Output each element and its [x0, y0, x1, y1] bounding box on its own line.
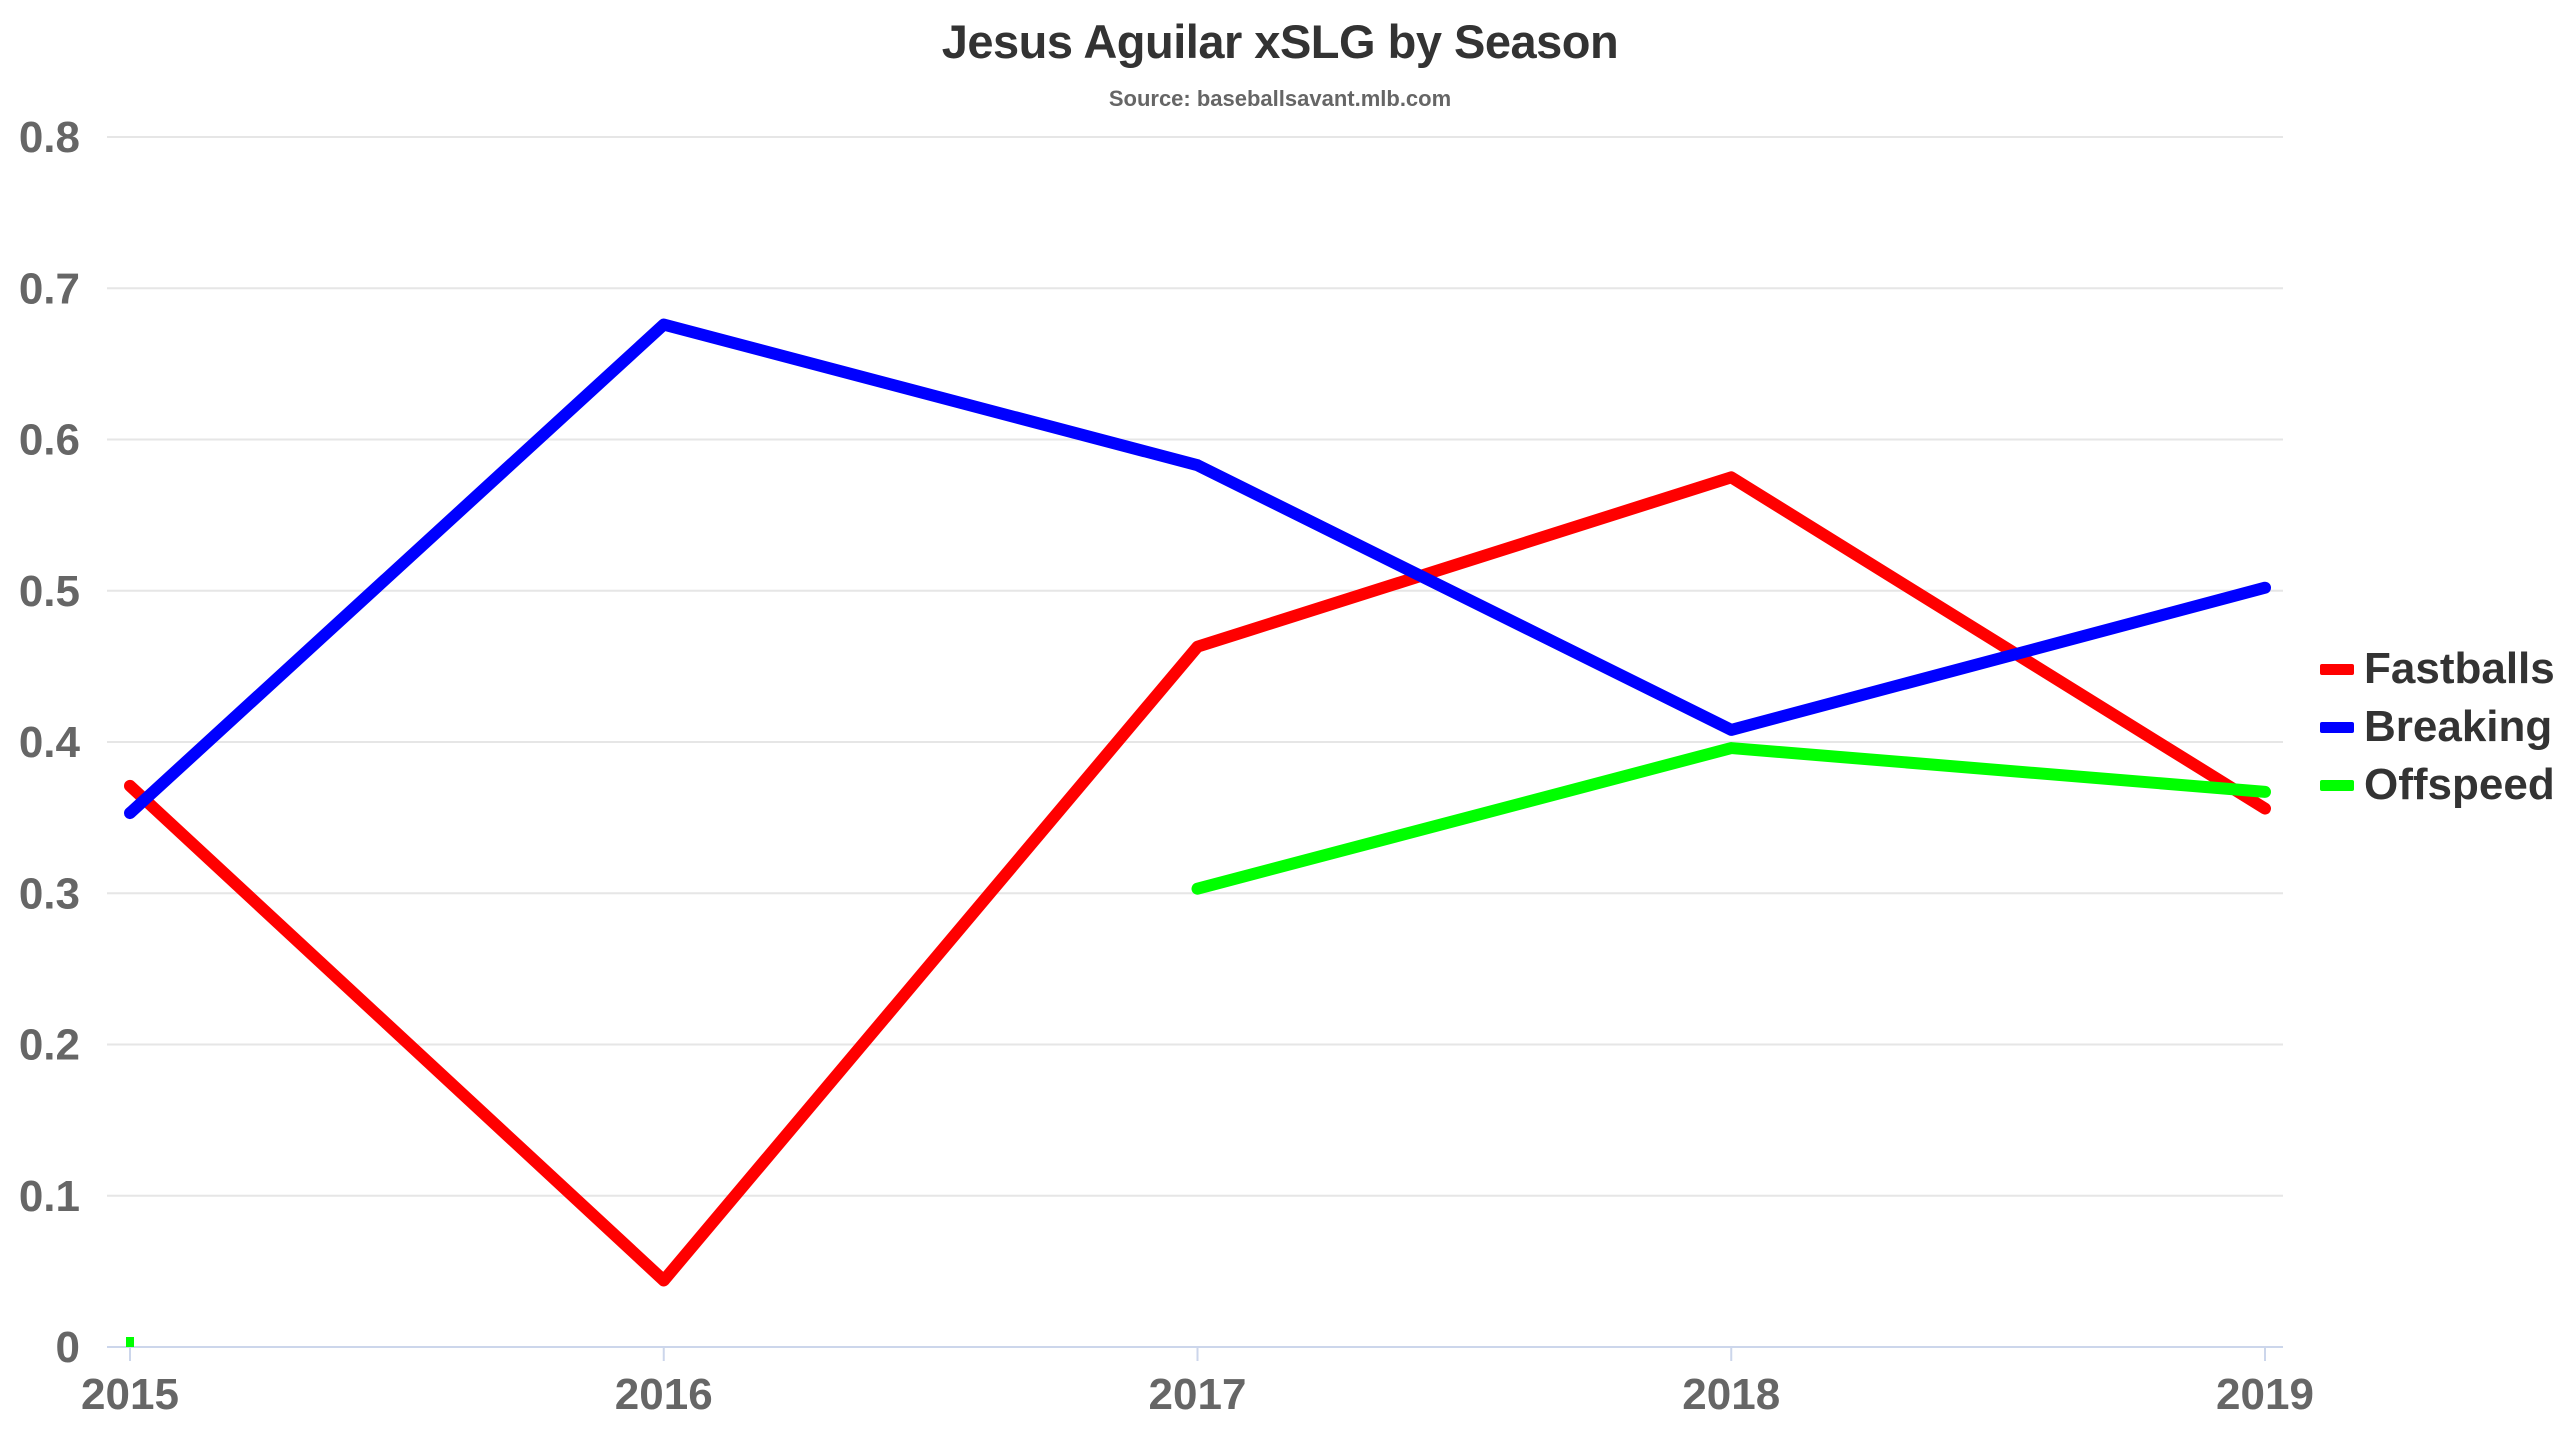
series-line-offspeed[interactable] — [1191, 742, 2271, 895]
legend-item-breaking[interactable]: Breaking — [2320, 698, 2555, 756]
legend-label-fastballs: Fastballs — [2364, 644, 2555, 693]
x-tick-label: 2015 — [81, 1370, 179, 1419]
y-tick-label: 0.1 — [19, 1172, 80, 1221]
legend-item-fastballs[interactable]: Fastballs — [2320, 640, 2555, 698]
series-point-offspeed[interactable] — [126, 1337, 134, 1347]
legend-swatch-offspeed — [2320, 779, 2354, 791]
series-lines — [124, 318, 2271, 1347]
x-tick-label: 2017 — [1149, 1370, 1247, 1419]
series-line-breaking[interactable] — [124, 318, 2271, 820]
x-tick-label: 2018 — [1682, 1370, 1780, 1419]
y-tick-label: 0.2 — [19, 1021, 80, 1070]
x-tick-label: 2019 — [2216, 1370, 2314, 1419]
y-tick-label: 0.4 — [19, 718, 81, 767]
y-tick-label: 0.7 — [19, 264, 80, 313]
x-tick-label: 2016 — [615, 1370, 713, 1419]
y-tick-label: 0.5 — [19, 567, 80, 616]
x-axis-tick-labels: 2015 2016 2017 2018 2019 — [81, 1347, 2314, 1419]
legend-swatch-fastballs — [2320, 663, 2354, 675]
legend: Fastballs Breaking Offspeed — [2320, 640, 2555, 814]
y-tick-label: 0 — [56, 1323, 80, 1372]
legend-label-breaking: Breaking — [2364, 702, 2553, 751]
series-line-fastballs[interactable] — [124, 471, 2271, 1287]
y-tick-label: 0.8 — [19, 113, 80, 162]
chart-subtitle: Source: baseballsavant.mlb.com — [1108, 86, 1452, 111]
y-tick-label: 0.6 — [19, 416, 80, 465]
gridlines — [107, 136, 2283, 1348]
chart-title: Jesus Aguilar xSLG by Season — [941, 15, 1619, 68]
legend-swatch-breaking — [2320, 721, 2354, 733]
legend-label-offspeed: Offspeed — [2364, 760, 2555, 809]
y-axis-tick-labels: 0 0.1 0.2 0.3 0.4 0.5 0.6 0.7 0.8 — [19, 113, 81, 1372]
y-tick-label: 0.3 — [19, 869, 80, 918]
legend-item-offspeed[interactable]: Offspeed — [2320, 756, 2555, 814]
